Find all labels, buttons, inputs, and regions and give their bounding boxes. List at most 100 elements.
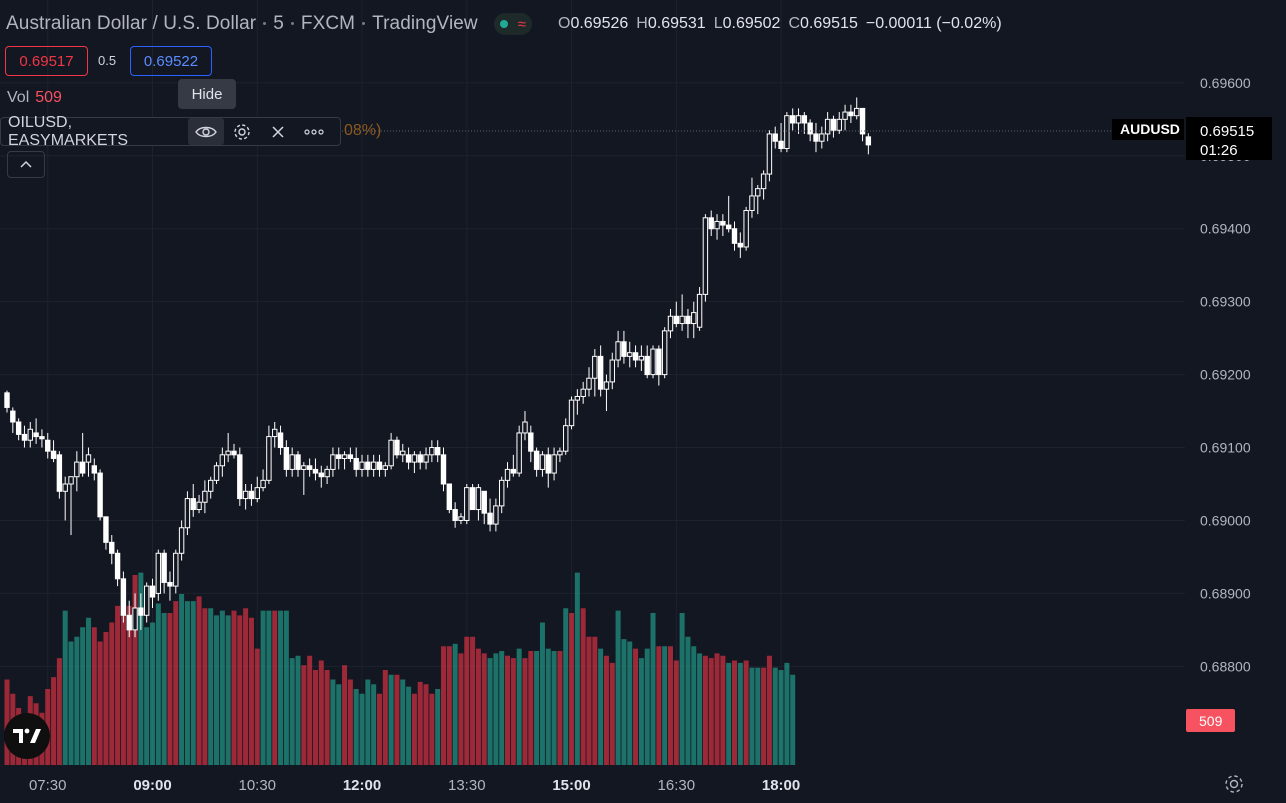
candle-body <box>62 483 68 492</box>
volume-bar <box>772 667 778 766</box>
candle <box>289 447 295 477</box>
volume-bar <box>539 622 545 765</box>
candle-body <box>85 454 92 463</box>
candle <box>260 469 266 492</box>
candle-body <box>423 454 429 463</box>
candle <box>184 491 191 536</box>
candle-body <box>487 512 493 525</box>
volume-bar <box>324 670 330 765</box>
candle <box>103 516 109 550</box>
candle-body <box>27 428 33 441</box>
candle <box>167 571 173 601</box>
volume-bar <box>248 617 254 765</box>
candle <box>324 465 330 484</box>
candle-body <box>39 436 45 440</box>
market-status[interactable]: ≈ <box>493 13 532 35</box>
volume-bar <box>132 575 138 765</box>
indicator-name[interactable]: OILUSD, EASYMARKETS <box>8 113 129 149</box>
price-axis[interactable]: 0.696000.695000.694000.693000.692000.691… <box>1200 75 1251 674</box>
candle-body <box>196 501 202 511</box>
candle <box>632 345 639 368</box>
volume-bar <box>179 594 185 765</box>
candle <box>109 535 115 565</box>
candle <box>673 301 679 328</box>
volume-bar <box>621 639 627 766</box>
volume-bar <box>551 651 557 765</box>
candle <box>592 349 598 397</box>
candle-body <box>50 450 57 459</box>
candle <box>836 112 842 134</box>
gear-icon[interactable] <box>224 118 260 145</box>
candle <box>493 498 499 532</box>
candle-body <box>778 140 784 150</box>
sell-button[interactable]: 0.69517 <box>5 46 88 76</box>
candle <box>213 462 220 484</box>
indicator-value-fragment: 08%) <box>344 122 382 139</box>
volume-bar <box>609 662 615 766</box>
candle-body <box>400 450 406 456</box>
candle-body <box>429 447 435 456</box>
candle <box>516 425 522 477</box>
candle-body <box>691 312 697 325</box>
candle <box>306 458 313 477</box>
last-price-tag <box>1186 117 1272 160</box>
volume-bar <box>603 655 609 765</box>
candle <box>68 476 74 536</box>
candle <box>202 480 208 514</box>
candle-body <box>167 581 173 587</box>
candle <box>126 600 132 638</box>
candle-body <box>289 454 295 470</box>
candle-body <box>103 516 109 543</box>
candle-body <box>417 454 423 463</box>
tradingview-logo[interactable] <box>4 713 50 759</box>
candle-body <box>359 461 365 470</box>
chart-settings-gear-icon[interactable] <box>1222 772 1246 796</box>
volume-bar <box>115 605 121 766</box>
candle-body <box>638 355 645 361</box>
candle-body <box>336 454 342 459</box>
price-tick-label: 0.68800 <box>1200 658 1251 674</box>
volume-bar <box>260 610 266 766</box>
volume-bar <box>737 662 743 766</box>
indicator-legend-row[interactable]: OILUSD, EASYMARKETS <box>0 114 341 149</box>
price-tick-label: 0.69200 <box>1200 367 1251 383</box>
volume-bar <box>266 610 272 766</box>
candle <box>394 436 400 459</box>
close-icon[interactable] <box>260 118 296 145</box>
buy-button[interactable]: 0.69522 <box>130 46 212 76</box>
candle-body <box>120 578 127 616</box>
volume-bar <box>586 636 592 765</box>
candle-body <box>353 457 359 470</box>
time-tick-label: 16:30 <box>658 777 696 794</box>
candle-body <box>109 541 115 554</box>
candle <box>842 104 848 131</box>
time-axis[interactable]: 07:30 09:00 10:30 12:00 13:30 15:00 16:30 18:00 <box>29 777 800 794</box>
more-icon[interactable] <box>296 118 332 145</box>
candle <box>62 476 68 521</box>
candle-body <box>254 487 260 500</box>
candle-body <box>522 421 528 434</box>
candle <box>667 308 674 339</box>
candle-body <box>376 461 383 470</box>
volume-bar <box>283 610 289 766</box>
candle <box>376 454 383 477</box>
volume-bar <box>464 636 470 765</box>
volume-bars <box>4 572 796 766</box>
volume-legend[interactable]: Vol 509 <box>7 89 62 106</box>
candle <box>312 458 319 481</box>
candle-body <box>731 228 738 244</box>
candle-body <box>819 133 825 142</box>
volume-bar <box>237 615 243 766</box>
candle <box>347 447 354 463</box>
collapse-legend-button[interactable] <box>7 151 45 178</box>
symbol-title[interactable]: Australian Dollar / U.S. Dollar 5 FXCM Trad… <box>6 13 478 34</box>
candle <box>737 232 744 258</box>
candle-body <box>219 454 226 467</box>
candle-body <box>557 450 563 456</box>
candle-body <box>650 348 656 376</box>
eye-icon[interactable] <box>188 118 224 145</box>
price-tick-label: 0.69600 <box>1200 75 1251 91</box>
volume-bar <box>563 608 569 765</box>
candle <box>819 126 825 149</box>
candle <box>283 440 290 477</box>
